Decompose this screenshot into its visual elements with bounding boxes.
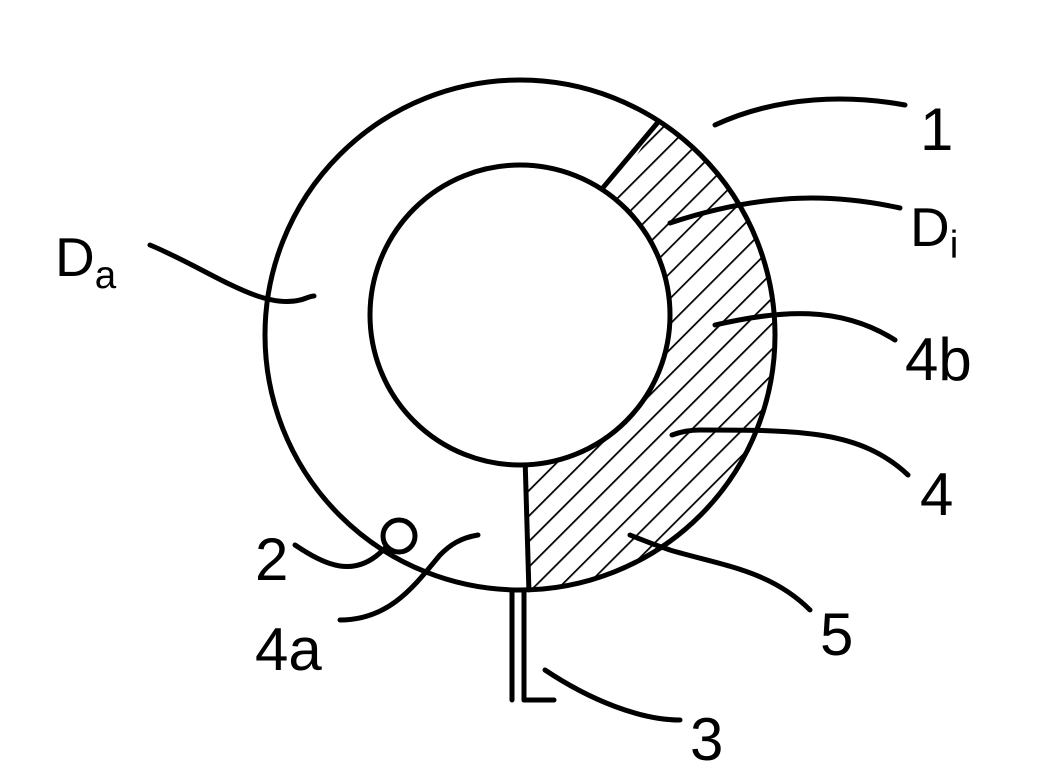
label-L3: 3 xyxy=(690,705,723,774)
label-L2: 2 xyxy=(255,525,288,594)
label-L1: 1 xyxy=(920,95,953,164)
label-L4a: 4a xyxy=(255,615,322,684)
label-Di: Di xyxy=(910,195,958,268)
label-L5: 5 xyxy=(820,600,853,669)
label-L4b: 4b xyxy=(905,325,972,394)
label-Da: Da xyxy=(55,225,116,298)
label-L4: 4 xyxy=(920,460,953,529)
